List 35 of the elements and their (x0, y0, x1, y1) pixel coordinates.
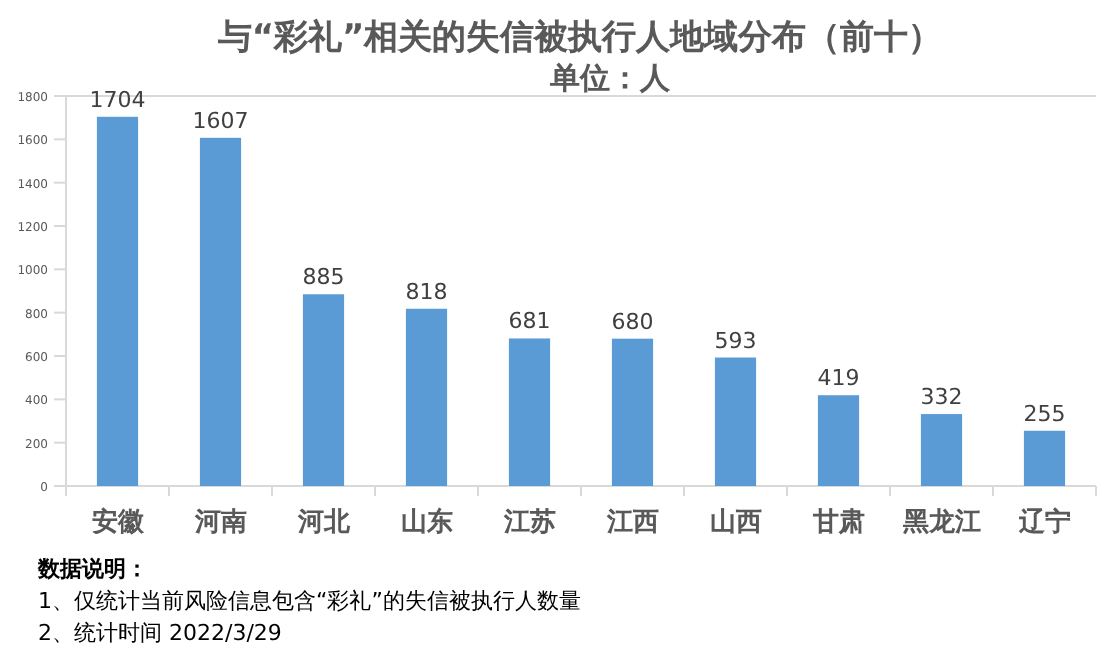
x-tick-label: 甘肃 (810, 508, 865, 538)
chart-subtitle: 单位：人 (548, 60, 672, 96)
x-tick-label: 河南 (192, 508, 247, 538)
data-label: 1607 (192, 107, 249, 134)
text: 数据说明： (36, 556, 148, 582)
data-label: 593 (714, 327, 757, 354)
data-label: 680 (611, 308, 654, 335)
x-tick-label: 辽宁 (1016, 506, 1071, 538)
chart-title: 与“彩礼”相关的失信被执行人地域分布（前十） (215, 18, 943, 58)
bar (920, 414, 963, 486)
x-tick-label: 山东 (400, 506, 453, 538)
bar (508, 338, 551, 486)
data-label: 419 (817, 365, 860, 392)
bar (302, 294, 345, 486)
data-label: 818 (405, 278, 448, 305)
text: 2、统计时间 2022/3/29 (38, 620, 282, 646)
x-tick-label: 黑龙江 (900, 508, 981, 538)
bar (199, 137, 242, 486)
x-tick-label: 河北 (295, 508, 352, 538)
data-label: 1704 (89, 86, 146, 113)
bar (714, 357, 757, 486)
data-label: 332 (920, 384, 963, 411)
bar (1023, 430, 1066, 486)
bar (817, 395, 860, 486)
bar (611, 338, 654, 486)
x-tick-label: 山西 (709, 508, 762, 538)
data-label: 255 (1023, 400, 1066, 427)
bar (96, 116, 139, 486)
x-tick-label: 安徽 (91, 506, 146, 538)
bar (405, 308, 448, 486)
text: 1、仅统计当前风险信息包含“彩礼”的失信被执行人数量 (38, 588, 581, 614)
x-tick-label: 江西 (604, 508, 659, 538)
data-label: 681 (508, 308, 551, 335)
data-label: 885 (302, 264, 345, 291)
x-tick-label: 江苏 (501, 508, 556, 538)
